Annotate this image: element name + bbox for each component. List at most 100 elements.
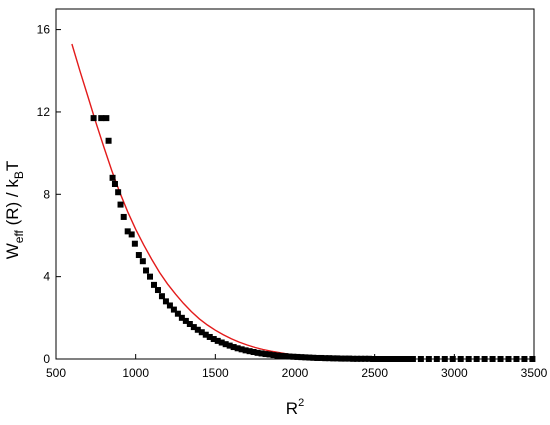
data-point xyxy=(266,351,273,358)
data-points-group xyxy=(90,115,536,362)
data-point xyxy=(378,356,385,362)
data-point xyxy=(147,273,154,280)
data-point xyxy=(513,356,520,362)
data-point xyxy=(105,137,112,144)
data-point xyxy=(529,356,536,362)
data-point xyxy=(214,337,221,344)
data-point xyxy=(258,350,265,357)
data-point xyxy=(210,336,217,343)
data-point xyxy=(386,356,393,362)
data-point xyxy=(120,213,127,220)
data-point xyxy=(521,356,528,362)
data-point xyxy=(457,356,464,362)
y-axis-title-part2: (R) / k xyxy=(3,179,22,230)
x-tick-label: 2000 xyxy=(282,366,309,380)
y-tick-label: 0 xyxy=(43,352,50,366)
data-point xyxy=(230,344,237,351)
y-axis-title-part3: T xyxy=(3,161,22,171)
data-point xyxy=(318,354,325,361)
data-point xyxy=(222,341,229,348)
data-point xyxy=(389,356,396,362)
data-point xyxy=(242,347,249,354)
data-point xyxy=(198,329,205,336)
data-point xyxy=(143,267,150,274)
data-point xyxy=(342,355,349,362)
data-point xyxy=(473,356,480,362)
data-point xyxy=(282,353,289,360)
data-point xyxy=(226,342,233,349)
data-point xyxy=(139,258,146,265)
data-point xyxy=(346,355,353,362)
x-tick-label: 2500 xyxy=(361,366,388,380)
data-point xyxy=(262,351,269,358)
data-point xyxy=(218,339,225,346)
data-point xyxy=(441,356,448,362)
x-axis-title: R2 xyxy=(286,397,304,418)
data-point xyxy=(234,345,241,352)
data-point xyxy=(314,354,321,361)
data-point xyxy=(135,252,142,259)
data-point xyxy=(330,355,337,362)
data-point xyxy=(393,356,400,362)
data-point xyxy=(417,356,424,362)
data-point xyxy=(111,181,118,187)
data-point xyxy=(270,352,277,359)
data-point xyxy=(278,352,285,359)
x-axis-title-sup: 2 xyxy=(298,397,304,409)
y-axis-title-sub2: B xyxy=(12,171,26,179)
data-point xyxy=(310,354,317,361)
data-point xyxy=(194,326,201,333)
data-point xyxy=(306,354,313,361)
data-point xyxy=(294,353,301,360)
data-point xyxy=(382,356,389,362)
data-point xyxy=(322,355,329,362)
data-point xyxy=(98,115,105,122)
x-tick-label: 3500 xyxy=(521,366,548,380)
data-point xyxy=(286,353,293,360)
data-point xyxy=(433,356,440,362)
data-point xyxy=(246,348,253,355)
data-point xyxy=(290,353,297,360)
data-point xyxy=(489,356,496,362)
data-point xyxy=(401,356,408,362)
data-point xyxy=(298,354,305,361)
y-axis-title-part1: W xyxy=(3,243,22,259)
data-point xyxy=(154,287,161,294)
y-tick-label: 8 xyxy=(43,187,50,201)
data-point xyxy=(465,356,472,362)
y-axis-title: Weff (R) / kBT xyxy=(3,161,26,260)
data-point xyxy=(505,356,512,362)
data-point xyxy=(174,310,181,317)
y-axis-title-sub1: eff xyxy=(12,229,26,243)
data-point xyxy=(109,174,116,181)
data-point xyxy=(326,355,333,362)
data-point xyxy=(397,356,404,362)
data-point xyxy=(449,356,456,362)
data-point xyxy=(250,349,257,355)
data-point xyxy=(124,228,131,235)
data-point xyxy=(338,355,345,362)
data-point xyxy=(206,333,213,340)
data-point xyxy=(117,201,124,208)
data-point xyxy=(166,302,173,309)
y-tick-label: 12 xyxy=(37,105,51,119)
data-point xyxy=(425,356,432,362)
data-point xyxy=(334,355,341,362)
data-point xyxy=(202,331,209,338)
data-point xyxy=(90,115,97,122)
plot-frame xyxy=(55,8,535,360)
data-point xyxy=(350,355,357,362)
data-point xyxy=(186,321,193,327)
data-point xyxy=(374,356,381,362)
y-tick-label: 4 xyxy=(43,270,50,284)
data-point xyxy=(354,355,361,362)
data-point xyxy=(158,293,165,300)
data-point xyxy=(103,115,110,122)
data-point xyxy=(115,189,122,196)
data-point xyxy=(405,356,412,362)
data-point xyxy=(409,356,416,362)
x-tick-label: 1000 xyxy=(122,366,149,380)
data-point xyxy=(370,356,377,362)
x-axis-title-base: R xyxy=(286,399,298,418)
